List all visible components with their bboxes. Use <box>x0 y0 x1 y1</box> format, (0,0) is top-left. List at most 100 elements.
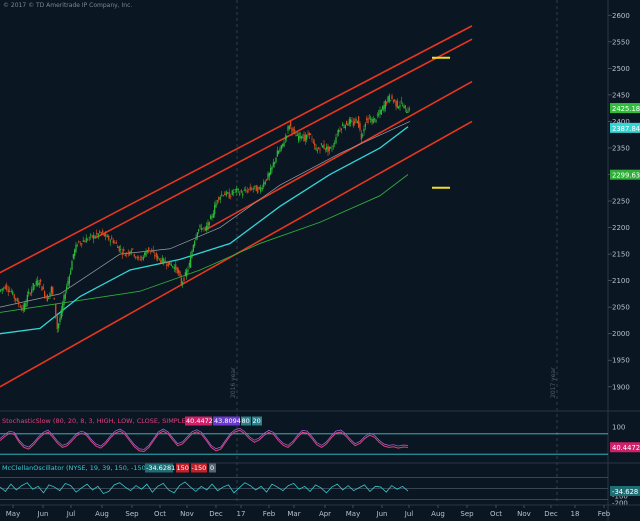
candle-body <box>272 162 274 167</box>
price-badge-bg-2 <box>610 169 640 180</box>
year-label-1: 2017 year <box>550 367 557 398</box>
candle-body <box>270 167 272 175</box>
candle-body <box>38 282 40 285</box>
candle-body <box>129 251 131 255</box>
candle-body <box>199 225 201 228</box>
candle-body <box>127 252 129 254</box>
candle-body <box>152 249 154 253</box>
candle-body <box>407 110 409 113</box>
candle-body <box>306 135 308 140</box>
candle-body <box>28 291 30 294</box>
time-tick-label-17: Oct <box>490 510 502 518</box>
candle-body <box>358 116 360 128</box>
candle-body <box>79 242 81 244</box>
mcclellan-panel: -100-200 -34.628 <box>0 462 640 508</box>
candle-body <box>108 235 110 240</box>
stochastic-tick-0: 100 <box>612 424 625 432</box>
time-tick-label-15: Aug <box>431 510 445 518</box>
candle-body <box>222 195 224 197</box>
candle-body <box>35 280 37 285</box>
candle-body <box>240 190 242 193</box>
candle-body <box>158 258 160 260</box>
candle-body <box>234 189 236 190</box>
candle-body <box>340 128 342 130</box>
time-tick-label-5: Oct <box>154 510 166 518</box>
stochastic-level-box-20 <box>252 416 262 426</box>
candle-body <box>49 292 51 296</box>
candle-body <box>274 162 276 164</box>
candle-body <box>100 232 102 234</box>
candle-body <box>87 239 89 241</box>
candle-body <box>206 225 208 230</box>
mcclellan-level-box-150 <box>176 463 189 473</box>
candle-body <box>68 276 70 284</box>
candle-body <box>121 252 123 255</box>
candle-body <box>355 118 357 122</box>
candle-body <box>391 95 393 100</box>
candle-body <box>155 253 157 258</box>
candle-body <box>378 113 380 116</box>
candle-body <box>312 141 314 143</box>
stochastic-header: StochasticSlow (80, 20, 8, 3, HIGH, LOW,… <box>2 416 262 426</box>
candle-body <box>214 205 216 215</box>
candle-body <box>144 252 146 255</box>
candle-body <box>326 146 328 150</box>
candle-body <box>105 234 107 237</box>
mcclellan-level-box-neg150 <box>191 463 207 473</box>
candle-body <box>166 264 168 266</box>
candle-body <box>248 189 250 190</box>
candle-body <box>402 105 404 107</box>
candle-body <box>53 297 55 300</box>
candle-body <box>16 299 18 302</box>
candle-body <box>118 246 120 252</box>
sma-mid-line <box>0 126 409 335</box>
time-tick-label-8: 17 <box>237 510 246 518</box>
candle-body <box>350 119 352 124</box>
candle-body <box>72 253 74 259</box>
candle-body <box>242 193 244 196</box>
candle-body <box>279 148 281 152</box>
price-tick-label-4: 2100 <box>612 277 630 285</box>
candle-body <box>310 133 312 135</box>
candle-body <box>221 194 223 196</box>
time-tick-label-14: Jul <box>404 510 414 518</box>
candle-body <box>123 249 125 252</box>
candle-body <box>109 240 111 242</box>
candle-body <box>124 255 126 257</box>
candle-body <box>230 196 232 198</box>
candle-body <box>404 105 406 109</box>
time-tick-label-12: May <box>346 510 360 518</box>
candle-body <box>374 118 376 120</box>
candle-body <box>146 250 148 253</box>
candle-body <box>44 291 46 297</box>
candle-body <box>52 287 54 295</box>
candle-body <box>382 106 384 110</box>
year-label-0: 2016 year <box>230 367 237 398</box>
target-markers <box>432 56 450 189</box>
mcclellan-title: McClellanOscillator (NYSE, 19, 39, 150, … <box>2 464 161 472</box>
candle-body <box>347 124 349 126</box>
candle-body <box>25 302 27 307</box>
candle-body <box>178 269 180 273</box>
candle-body <box>380 109 382 115</box>
candle-body <box>335 137 337 144</box>
time-tick-label-9: Feb <box>263 510 276 518</box>
candle-body <box>182 282 184 284</box>
candle-body <box>322 145 324 148</box>
candle-body <box>6 284 8 290</box>
channel-line-2 <box>204 80 473 231</box>
candle-body <box>187 269 189 272</box>
candle-body <box>246 190 248 193</box>
candle-body <box>3 287 5 289</box>
candle-body <box>103 233 105 237</box>
candle-body <box>0 289 2 292</box>
candle-body <box>198 229 200 232</box>
candle-body <box>251 188 253 190</box>
candle-body <box>243 190 245 192</box>
candle-body <box>255 185 257 192</box>
time-tick-label-18: Nov <box>517 510 531 518</box>
candle-body <box>75 244 77 252</box>
candle-body <box>106 235 108 238</box>
candle-body <box>19 306 21 308</box>
